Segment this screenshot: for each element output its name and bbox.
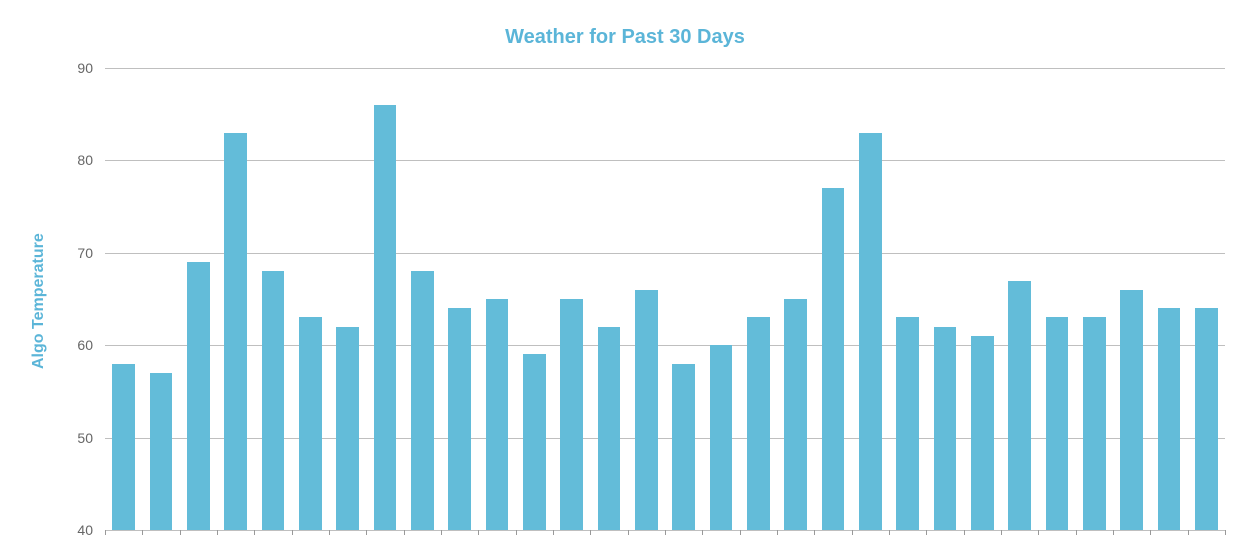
bar — [934, 327, 956, 530]
x-tick — [180, 530, 181, 535]
x-tick — [590, 530, 591, 535]
x-tick — [105, 530, 106, 535]
x-tick — [1150, 530, 1151, 535]
y-axis-label: Algo Temperature — [30, 233, 48, 369]
bar — [672, 364, 694, 530]
y-tick-label: 90 — [63, 60, 93, 76]
gridline — [105, 68, 1225, 69]
x-tick — [254, 530, 255, 535]
x-tick — [777, 530, 778, 535]
bar — [486, 299, 508, 530]
x-tick — [628, 530, 629, 535]
bar — [411, 271, 433, 530]
plot-area: 405060708090 — [105, 68, 1225, 530]
bar — [224, 133, 246, 530]
chart-title: Weather for Past 30 Days — [0, 26, 1250, 49]
x-tick — [441, 530, 442, 535]
x-tick — [889, 530, 890, 535]
bar — [710, 345, 732, 530]
bar — [1083, 317, 1105, 530]
bar — [112, 364, 134, 530]
x-tick — [292, 530, 293, 535]
x-tick — [926, 530, 927, 535]
x-tick — [329, 530, 330, 535]
x-tick — [142, 530, 143, 535]
x-tick — [366, 530, 367, 535]
x-tick — [665, 530, 666, 535]
weather-bar-chart: Weather for Past 30 Days Algo Temperatur… — [0, 0, 1250, 560]
bar — [1195, 308, 1217, 530]
x-tick — [1225, 530, 1226, 535]
x-tick — [852, 530, 853, 535]
bar — [896, 317, 918, 530]
bar — [1046, 317, 1068, 530]
y-tick-label: 60 — [63, 337, 93, 353]
x-tick — [964, 530, 965, 535]
x-tick — [553, 530, 554, 535]
bar — [448, 308, 470, 530]
x-tick — [1113, 530, 1114, 535]
bar — [560, 299, 582, 530]
bar — [374, 105, 396, 530]
x-tick — [1076, 530, 1077, 535]
bar — [822, 188, 844, 530]
bar — [336, 327, 358, 530]
x-tick — [404, 530, 405, 535]
gridline — [105, 253, 1225, 254]
y-tick-label: 80 — [63, 152, 93, 168]
x-tick — [1038, 530, 1039, 535]
y-tick-label: 50 — [63, 430, 93, 446]
x-tick — [1188, 530, 1189, 535]
gridline — [105, 160, 1225, 161]
x-tick — [702, 530, 703, 535]
bar — [859, 133, 881, 530]
x-tick — [516, 530, 517, 535]
bar — [299, 317, 321, 530]
y-tick-label: 70 — [63, 245, 93, 261]
x-tick — [814, 530, 815, 535]
bar — [1120, 290, 1142, 530]
x-tick — [1001, 530, 1002, 535]
bar — [262, 271, 284, 530]
bar — [1008, 281, 1030, 530]
x-tick — [217, 530, 218, 535]
bar — [598, 327, 620, 530]
x-tick — [740, 530, 741, 535]
y-tick-label: 40 — [63, 522, 93, 538]
bar — [187, 262, 209, 530]
bar — [1158, 308, 1180, 530]
bar — [635, 290, 657, 530]
bar — [523, 354, 545, 530]
bar — [784, 299, 806, 530]
bar — [150, 373, 172, 530]
x-tick — [478, 530, 479, 535]
bar — [747, 317, 769, 530]
bar — [971, 336, 993, 530]
